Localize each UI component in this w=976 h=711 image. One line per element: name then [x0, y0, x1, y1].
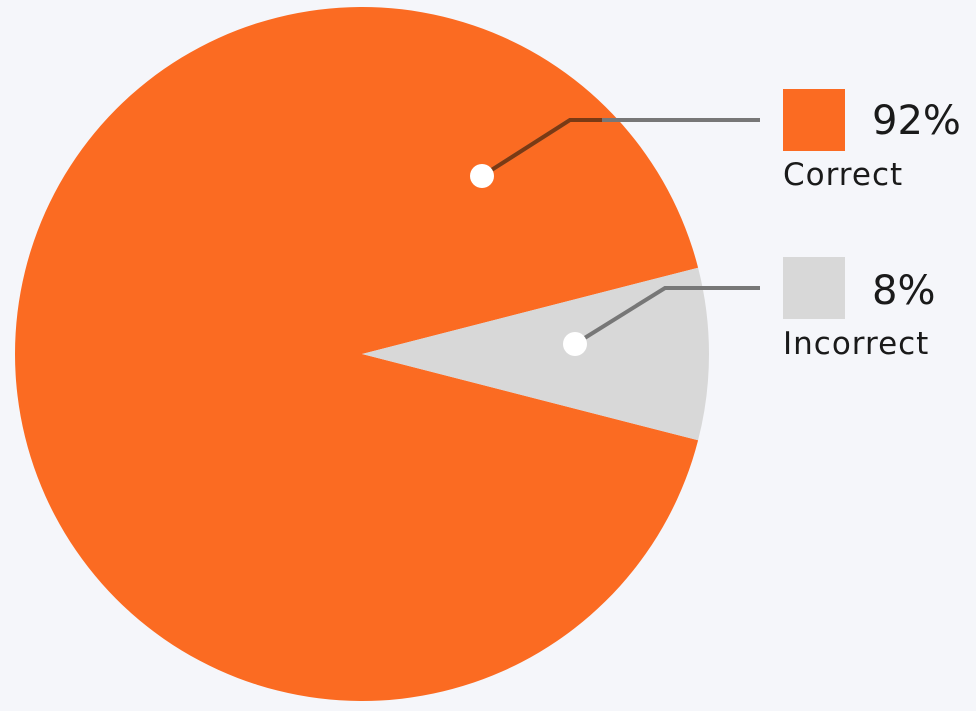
- legend-percent-correct: 92%: [872, 98, 961, 144]
- legend-percent-incorrect: 8%: [872, 268, 935, 314]
- legend: 92% Correct 8% Incorrect: [783, 89, 961, 362]
- leader-lines: [470, 118, 760, 356]
- legend-swatch-correct: [783, 89, 845, 151]
- pie-slice-correct: [15, 6, 699, 702]
- legend-swatch-incorrect: [783, 257, 845, 319]
- pie-slices: [15, 6, 709, 702]
- leader-line-correct-inner: [480, 118, 602, 178]
- pie-slice-incorrect: [362, 267, 709, 441]
- leader-dot-incorrect: [563, 332, 587, 356]
- legend-label-incorrect: Incorrect: [783, 326, 929, 362]
- leader-dot-correct: [470, 164, 494, 188]
- leader-line-incorrect: [573, 286, 760, 346]
- legend-label-correct: Correct: [783, 157, 903, 193]
